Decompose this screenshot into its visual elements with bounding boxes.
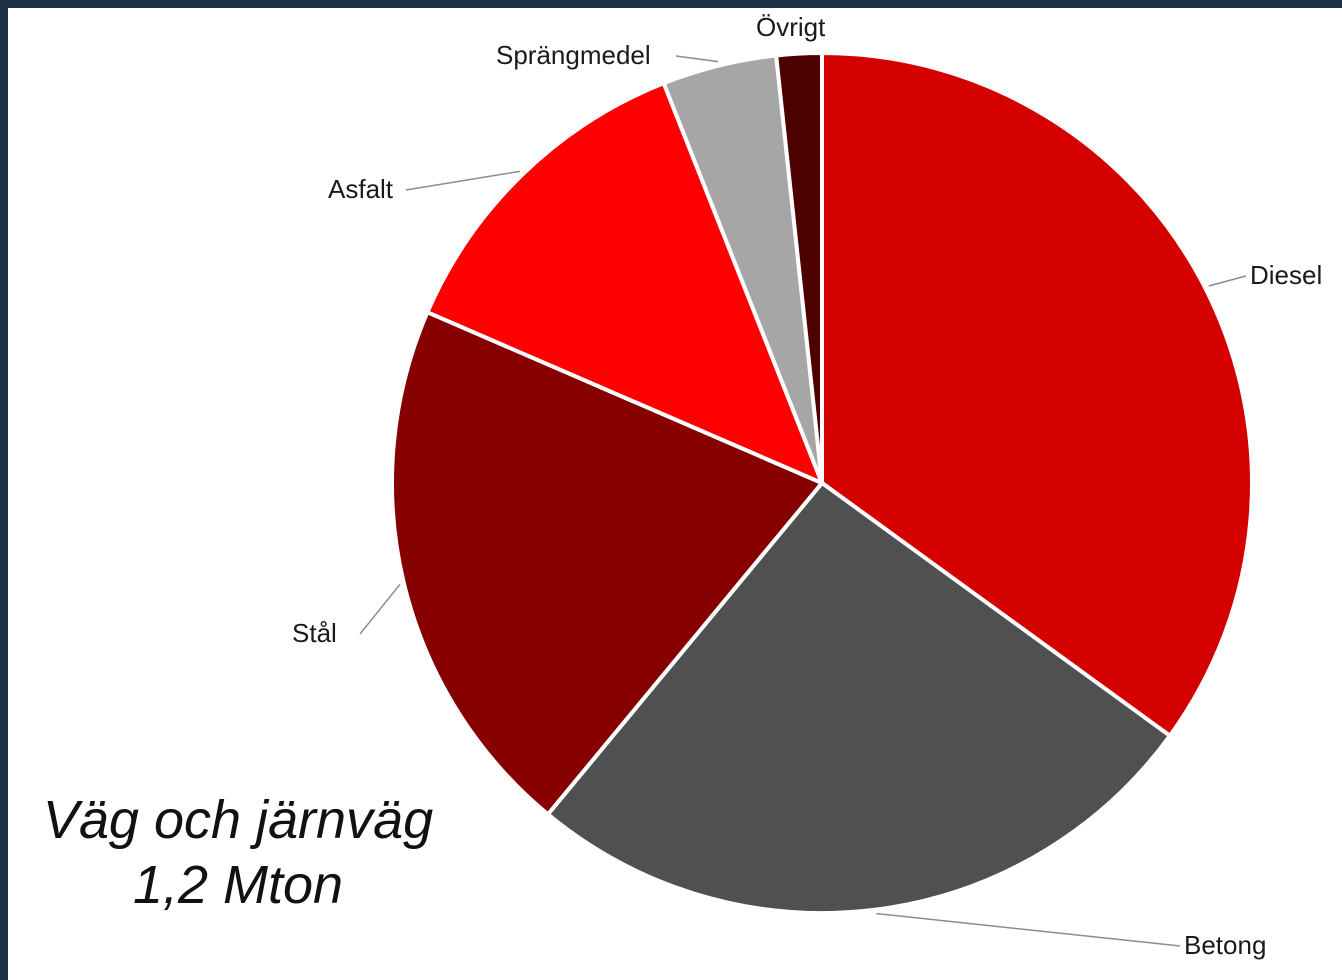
chart-frame: Diesel Betong Stål Asfalt Sprängmedel Övrigt … <box>8 8 1342 980</box>
leader-line-diesel <box>1208 275 1247 287</box>
pie-chart: Diesel Betong Stål Asfalt Sprängmedel Övrigt <box>292 12 1322 960</box>
slice-label-betong: Betong <box>1184 930 1266 960</box>
slice-label-övrigt: Övrigt <box>756 12 826 42</box>
slice-label-diesel: Diesel <box>1250 260 1322 290</box>
leader-line-betong <box>876 912 1181 947</box>
slice-label-stål: Stål <box>292 618 337 648</box>
pie-slices <box>390 51 1254 915</box>
slice-labels: Diesel Betong Stål Asfalt Sprängmedel Övrigt <box>292 12 1322 960</box>
leader-line-sprängmedel <box>675 55 719 63</box>
pie-slice-övrigt <box>774 51 824 485</box>
chart-caption-line1: Väg och järnväg <box>42 790 434 850</box>
chart-caption-line2: 1,2 Mton <box>132 855 344 915</box>
leader-lines <box>359 55 1247 947</box>
leader-line-asfalt <box>405 170 521 191</box>
pie-slice-betong <box>545 481 1172 915</box>
leader-line-stål <box>359 583 401 635</box>
slice-label-sprängmedel: Sprängmedel <box>496 40 651 70</box>
pie-slice-diesel <box>820 51 1254 738</box>
slice-label-asfalt: Asfalt <box>328 174 394 204</box>
pie-slice-asfalt <box>425 81 824 485</box>
